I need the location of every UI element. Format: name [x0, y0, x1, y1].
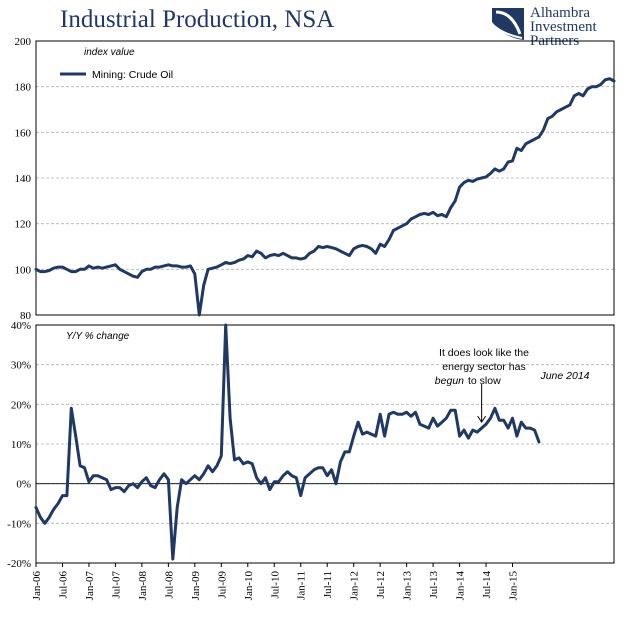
- x-tick-label: Jan-07: [84, 571, 96, 601]
- top-y-tick-label: 180: [15, 82, 32, 94]
- logo-line-1: Alhambra: [530, 5, 590, 21]
- top-plot-frame: [35, 40, 615, 316]
- annotation-line-1: It does look like the: [439, 347, 529, 359]
- x-tick-label: Jul-09: [216, 571, 228, 599]
- bottom-y-tick-label: -10%: [7, 518, 31, 530]
- x-tick-label: Jan-08: [137, 571, 149, 601]
- x-tick-label: Jul-13: [428, 571, 440, 599]
- legend-label: Mining: Crude Oil: [92, 69, 173, 81]
- annotation-line-3-italic: begun: [435, 375, 464, 387]
- x-tick-label: Jul-11: [322, 571, 334, 598]
- bottom-y-tick-label: 20%: [11, 399, 31, 411]
- top-plot-area: 80 100 120 140 160 180 200 index value Mining: C…: [15, 36, 616, 322]
- x-tick-label: Jul-10: [269, 571, 281, 599]
- bottom-plot-area: -20% -10% 0% 10% 20% 30% 40% Y/Y % change It doe…: [7, 320, 615, 570]
- bottom-y-axis-label: Y/Y % change: [66, 331, 130, 342]
- x-tick-label: Jul-14: [481, 571, 493, 599]
- top-y-tick-label: 120: [15, 219, 32, 231]
- arrow-label: June 2014: [539, 370, 589, 382]
- x-axis: Jan-06 Jul-06 Jan-07 Jul-07 Jan-08 Jul-08 Jan-…: [31, 563, 520, 600]
- x-tick-label: Jan-11: [296, 571, 308, 600]
- bottom-y-tick-label: -20%: [7, 558, 31, 570]
- x-tick-label: Jul-07: [110, 571, 122, 599]
- x-tick-label: Jan-10: [243, 571, 255, 601]
- page-title: Industrial Production, NSA: [60, 6, 335, 33]
- annotation-line-2: energy sector has: [442, 361, 525, 373]
- x-tick-label: Jan-14: [455, 571, 467, 601]
- x-tick-label: Jul-08: [163, 571, 175, 599]
- top-y-tick-label: 80: [20, 310, 32, 322]
- top-series-line: [34, 77, 616, 317]
- top-y-tick-label: 200: [15, 36, 32, 48]
- x-tick-label: Jan-13: [402, 571, 414, 601]
- top-y-axis-label: index value: [84, 47, 135, 58]
- annotation-line-3-rest: to slow: [468, 375, 501, 387]
- top-y-tick-label: 140: [15, 173, 32, 185]
- bottom-y-tick-label: 10%: [11, 439, 31, 451]
- x-tick-label: Jan-09: [190, 571, 202, 601]
- bottom-plot-frame: [35, 324, 615, 564]
- x-tick-label: Jul-12: [375, 571, 387, 599]
- bottom-y-tick-label: 40%: [11, 320, 31, 332]
- bottom-series-line: [34, 323, 541, 561]
- x-tick-label: Jan-15: [508, 571, 520, 601]
- annotation-arrow-head: [477, 415, 487, 424]
- bottom-y-tick-label: 0%: [16, 479, 31, 491]
- x-tick-label: Jan-12: [349, 571, 361, 600]
- logo-line-2: Investment: [530, 19, 597, 35]
- x-tick-label: Jul-06: [57, 571, 69, 599]
- alhambra-logo-icon: [491, 8, 524, 40]
- top-y-tick-label: 160: [15, 127, 32, 139]
- top-y-tick-label: 100: [15, 264, 32, 276]
- x-tick-label: Jan-06: [31, 571, 43, 601]
- bottom-y-tick-label: 30%: [11, 360, 31, 372]
